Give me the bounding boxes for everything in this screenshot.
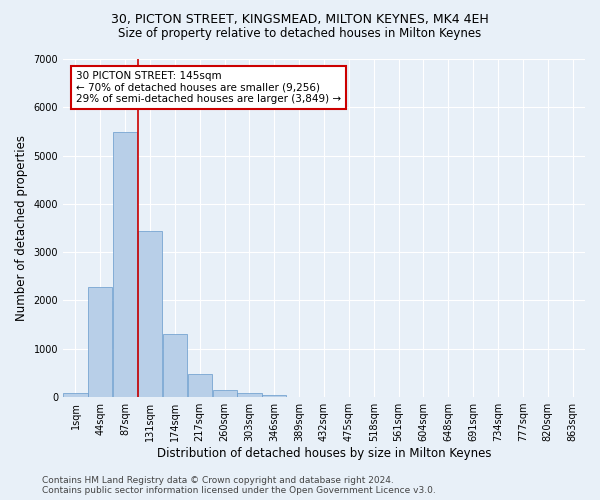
Bar <box>138 231 162 397</box>
Bar <box>113 132 137 397</box>
Y-axis label: Number of detached properties: Number of detached properties <box>15 135 28 321</box>
Text: Contains HM Land Registry data © Crown copyright and database right 2024.
Contai: Contains HM Land Registry data © Crown c… <box>42 476 436 495</box>
Bar <box>163 334 187 397</box>
Text: 30, PICTON STREET, KINGSMEAD, MILTON KEYNES, MK4 4EH: 30, PICTON STREET, KINGSMEAD, MILTON KEY… <box>111 12 489 26</box>
X-axis label: Distribution of detached houses by size in Milton Keynes: Distribution of detached houses by size … <box>157 447 491 460</box>
Text: Size of property relative to detached houses in Milton Keynes: Size of property relative to detached ho… <box>118 28 482 40</box>
Bar <box>212 390 236 397</box>
Bar <box>262 394 286 397</box>
Text: 30 PICTON STREET: 145sqm
← 70% of detached houses are smaller (9,256)
29% of sem: 30 PICTON STREET: 145sqm ← 70% of detach… <box>76 71 341 104</box>
Bar <box>88 287 112 397</box>
Bar <box>188 374 212 397</box>
Bar <box>238 393 262 397</box>
Bar <box>64 393 88 397</box>
